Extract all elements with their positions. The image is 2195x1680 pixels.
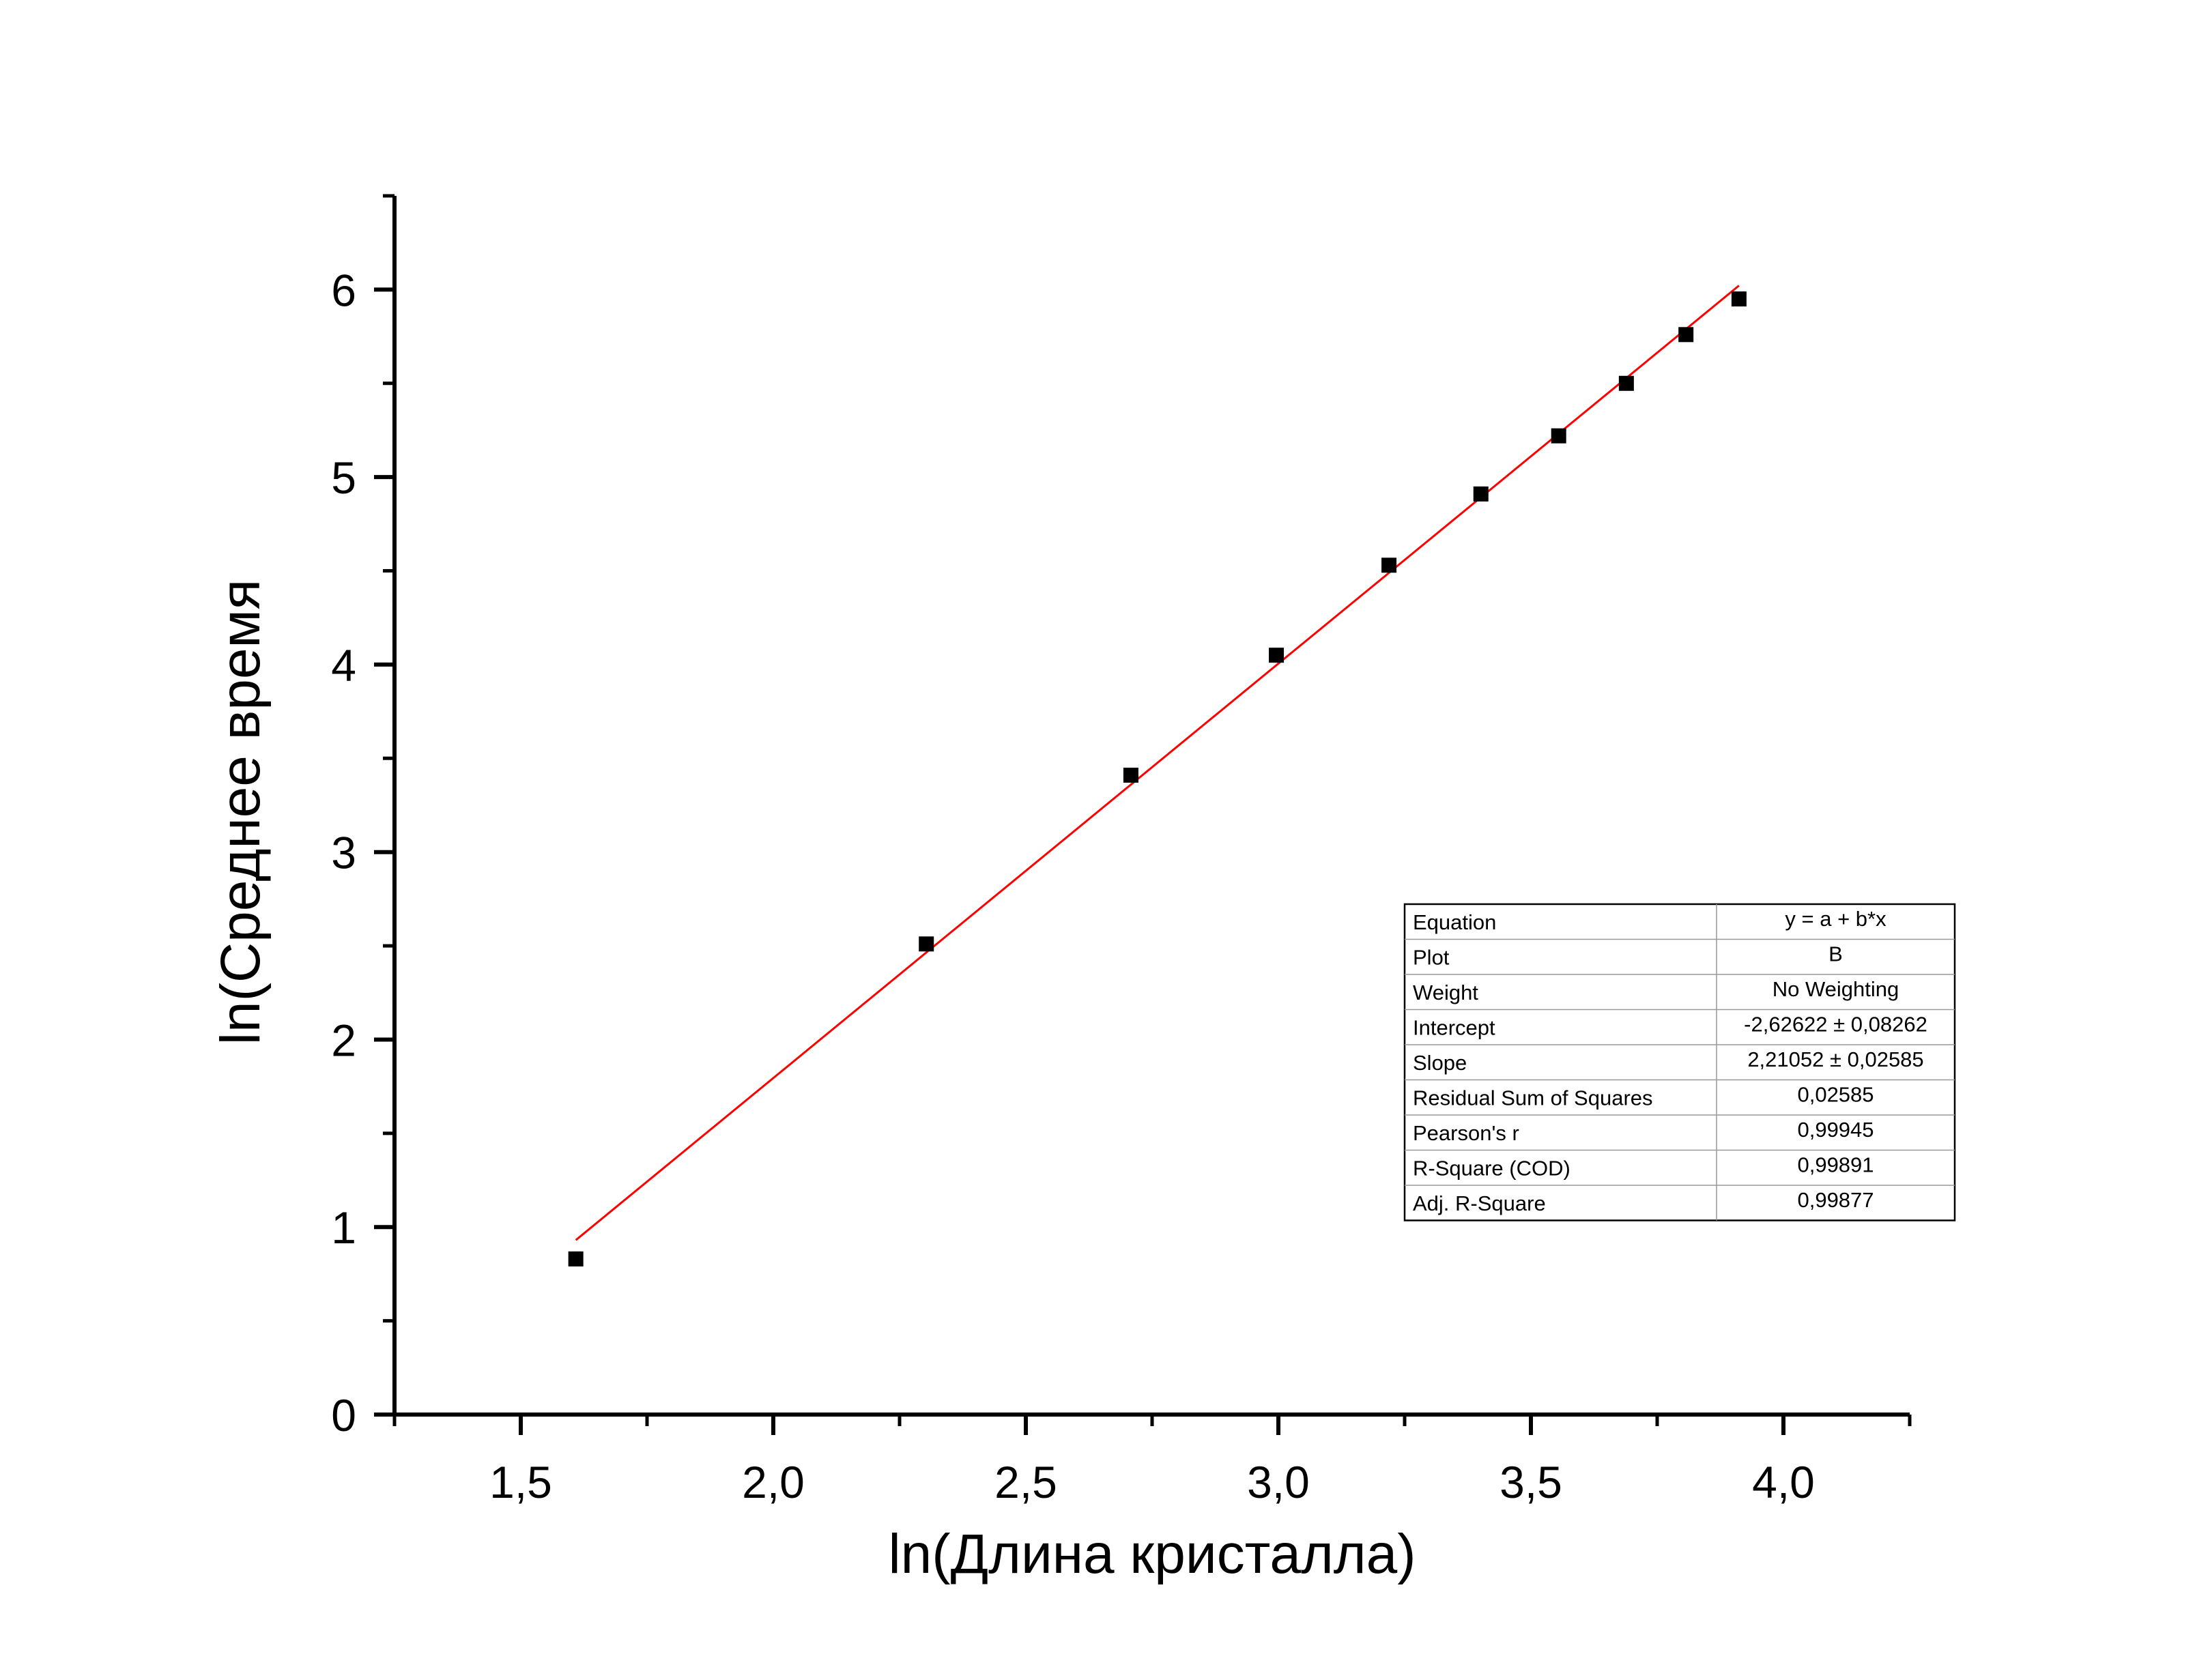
- y-tick-label: 1: [331, 1202, 356, 1253]
- table-row-label: Weight: [1413, 981, 1478, 1004]
- axes: 1,5 2,0 2,5 3,0 3,5 4,0 0 1 2 3 4 5 6: [331, 194, 1912, 1507]
- x-tick-label: 3,0: [1247, 1457, 1310, 1507]
- table-row-value: B: [1828, 942, 1843, 966]
- data-point: [1381, 557, 1397, 573]
- table-border: [1403, 903, 1956, 1221]
- data-point: [1618, 375, 1634, 391]
- table-row-label: Residual Sum of Squares: [1413, 1086, 1653, 1110]
- table-row-value: 0,99891: [1797, 1153, 1874, 1177]
- data-point: [919, 936, 934, 952]
- fit-results-table: Equation y = a + b*x Plot B Weight No Weighti…: [1403, 903, 1956, 1221]
- x-tick-label: 2,5: [994, 1457, 1057, 1507]
- data-point: [1269, 648, 1285, 663]
- x-tick-label: 3,5: [1500, 1457, 1562, 1507]
- y-tick-label: 5: [331, 452, 356, 503]
- table-row-label: Equation: [1413, 910, 1496, 934]
- data-point: [1731, 291, 1747, 307]
- y-tick-label: 2: [331, 1015, 356, 1065]
- x-tick-label: 1,5: [489, 1457, 552, 1507]
- table-row-label: Slope: [1413, 1051, 1467, 1075]
- data-point: [1551, 428, 1566, 444]
- x-tick-label: 4,0: [1752, 1457, 1815, 1507]
- table-row-label: Intercept: [1413, 1016, 1495, 1040]
- data-point: [568, 1251, 584, 1266]
- table-row-label: R-Square (COD): [1413, 1157, 1570, 1181]
- data-point: [1123, 768, 1138, 783]
- table-row-label: Adj. R-Square: [1413, 1191, 1546, 1215]
- fit-line-layer: [575, 285, 1740, 1241]
- table-row-value: -2,62622 ± 0,08262: [1744, 1013, 1927, 1037]
- data-point: [1473, 486, 1489, 502]
- table-row-value: No Weighting: [1773, 977, 1899, 1001]
- x-axis-title: ln(Длина кристалла): [888, 1523, 1416, 1585]
- x-tick-label: 2,0: [742, 1457, 805, 1507]
- table-row-value: 2,21052 ± 0,02585: [1747, 1047, 1923, 1071]
- y-tick-label: 0: [331, 1390, 356, 1440]
- table-row-value: y = a + b*x: [1785, 907, 1886, 931]
- table-row-value: 0,99945: [1797, 1118, 1874, 1142]
- table-row-label: Plot: [1413, 946, 1450, 970]
- table-row-value: 0,99877: [1797, 1188, 1874, 1212]
- y-tick-label: 6: [331, 265, 356, 315]
- data-point: [1678, 327, 1694, 343]
- fit-line: [575, 285, 1740, 1241]
- y-tick-label: 4: [331, 640, 356, 691]
- y-axis-title: ln(Среднее время: [210, 579, 272, 1045]
- data-points: [568, 291, 1747, 1266]
- y-tick-label: 3: [331, 828, 356, 878]
- table-row-value: 0,02585: [1797, 1083, 1874, 1107]
- table-row-label: Pearson's r: [1413, 1121, 1519, 1145]
